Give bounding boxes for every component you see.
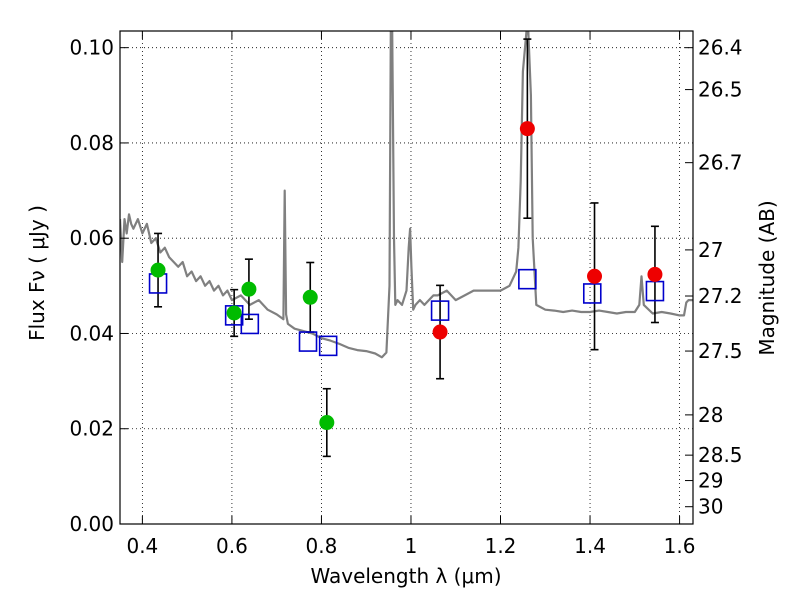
y-tick-label: 0.04 (69, 321, 114, 345)
right-tick-label: 28 (698, 403, 723, 427)
right-tick-label: 26.7 (698, 151, 743, 175)
right-tick-label: 30 (698, 495, 723, 519)
x-axis-label: Wavelength λ (μm) (310, 564, 501, 588)
data-point-green (150, 262, 166, 278)
data-point-green (302, 289, 318, 305)
plot-frame (119, 30, 694, 525)
x-tick-label: 1.2 (485, 534, 517, 558)
data-point-red (432, 324, 448, 340)
right-tick-label: 29 (698, 469, 723, 493)
model-point-square (430, 300, 450, 321)
data-markers (148, 121, 665, 431)
data-point-green (319, 415, 335, 431)
model-point-square (240, 313, 260, 335)
data-point-red (647, 266, 663, 282)
y-tick-label: 0.00 (69, 512, 114, 536)
model-spectrum (120, 31, 693, 359)
y-tick-label: 0.02 (69, 417, 114, 441)
right-tick-label: 27.2 (698, 284, 743, 308)
model-point-square (518, 268, 537, 290)
axis-ticks: 0.4 0.6 0.8 1 1.2 1.4 1.6 0.00 0.02 0.04 0.06 0.08 0… (69, 31, 743, 558)
model-point-square (582, 283, 602, 304)
y-axis-label-left: Flux Fν ( μJy ) (25, 205, 49, 341)
model-point-square (318, 335, 338, 357)
right-tick-label: 27 (698, 238, 723, 262)
y-tick-label: 0.08 (69, 131, 114, 155)
x-tick-label: 1 (405, 534, 418, 558)
y-axis-label-right: Magnitude (AB) (755, 200, 779, 355)
right-tick-label: 26.5 (698, 78, 743, 102)
x-tick-label: 0.6 (216, 534, 248, 558)
y-tick-label: 0.10 (69, 36, 114, 60)
data-point-green (226, 305, 242, 321)
model-spectrum-line (120, 31, 693, 359)
x-tick-label: 0.4 (126, 534, 158, 558)
x-tick-label: 1.4 (574, 534, 606, 558)
right-tick-label: 26.4 (698, 36, 743, 60)
y-tick-label: 0.06 (69, 226, 114, 250)
right-tick-label: 28.5 (698, 443, 743, 467)
data-point-red (587, 268, 603, 284)
right-tick-label: 27.5 (698, 339, 743, 363)
data-point-green (241, 281, 257, 297)
x-tick-label: 1.6 (664, 534, 696, 558)
data-point-red (519, 121, 535, 137)
model-point-square (298, 331, 318, 352)
x-tick-label: 0.8 (306, 534, 338, 558)
error-bars (154, 38, 659, 458)
